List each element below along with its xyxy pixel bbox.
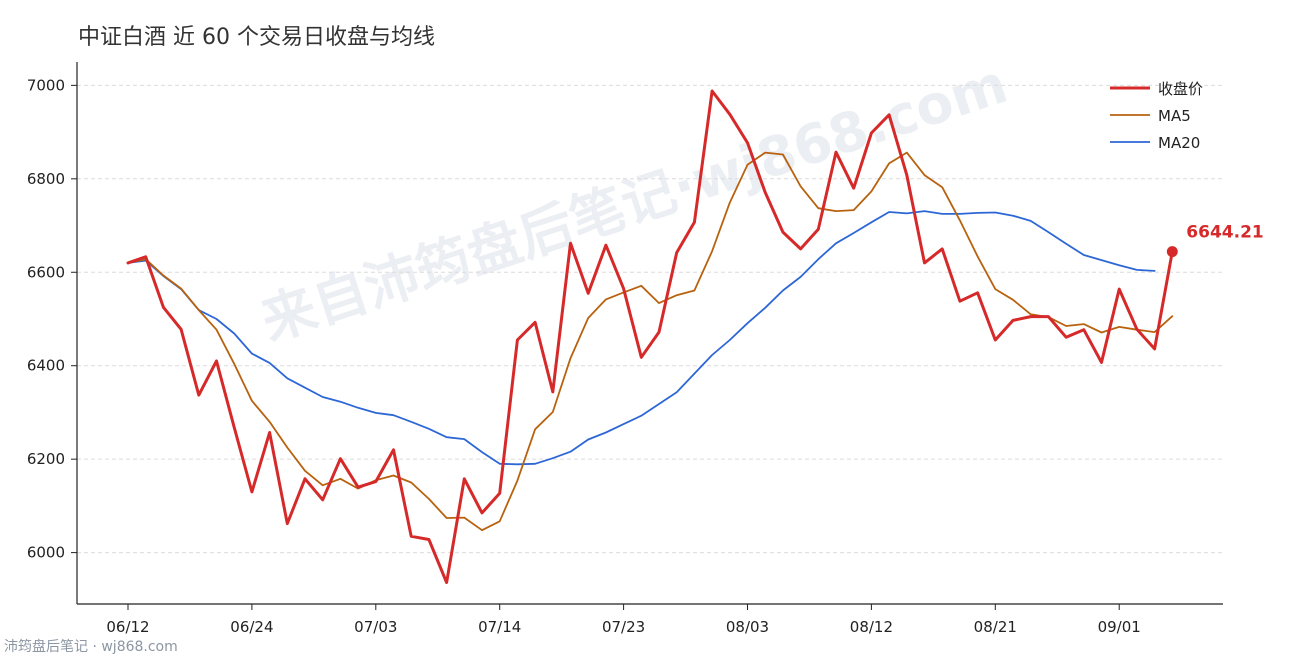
last-close-label: 6644.21	[1186, 223, 1263, 243]
last-value-marker: 6644.21	[1166, 223, 1264, 258]
y-tick-label: 7000	[27, 76, 65, 94]
watermark: 来自沛筠盘后笔记·wj868.com	[254, 52, 1015, 353]
series-lines	[126, 89, 1174, 584]
legend: 收盘价 MA5 MA20	[1110, 80, 1203, 152]
grid-lines	[77, 84, 1223, 554]
y-tick-label: 6400	[27, 357, 65, 375]
x-tick-label: 06/12	[106, 618, 149, 636]
chart-title: 中证白酒 近 60 个交易日收盘与均线	[78, 25, 435, 50]
x-tick-label: 08/03	[726, 618, 769, 636]
legend-label-close: 收盘价	[1158, 80, 1203, 98]
series-line-ma20	[127, 210, 1156, 466]
x-axis-ticks: 06/12 06/24 07/03 07/14 07/23 08/03 08/12 08/21…	[106, 604, 1141, 636]
x-tick-label: 08/12	[850, 618, 893, 636]
y-tick-label: 6000	[27, 544, 65, 562]
y-tick-label: 6800	[27, 170, 65, 188]
x-tick-label: 09/01	[1098, 618, 1141, 636]
x-tick-label: 06/24	[230, 618, 273, 636]
x-tick-label: 07/23	[602, 618, 645, 636]
y-axis-ticks: 6000 6200 6400 6600 6800 7000	[27, 76, 77, 562]
axes	[76, 62, 1223, 605]
series-line-ma5	[127, 151, 1174, 532]
series-line-close	[126, 89, 1174, 584]
y-tick-label: 6200	[27, 450, 65, 468]
legend-label-ma5: MA5	[1158, 107, 1191, 125]
last-close-point	[1166, 246, 1178, 258]
y-tick-label: 6600	[27, 263, 65, 281]
x-tick-label: 07/14	[478, 618, 521, 636]
x-tick-label: 07/03	[354, 618, 397, 636]
footer-credit: 沛筠盘后笔记 · wj868.com	[4, 639, 178, 655]
legend-label-ma20: MA20	[1158, 134, 1200, 152]
x-tick-label: 08/21	[974, 618, 1017, 636]
